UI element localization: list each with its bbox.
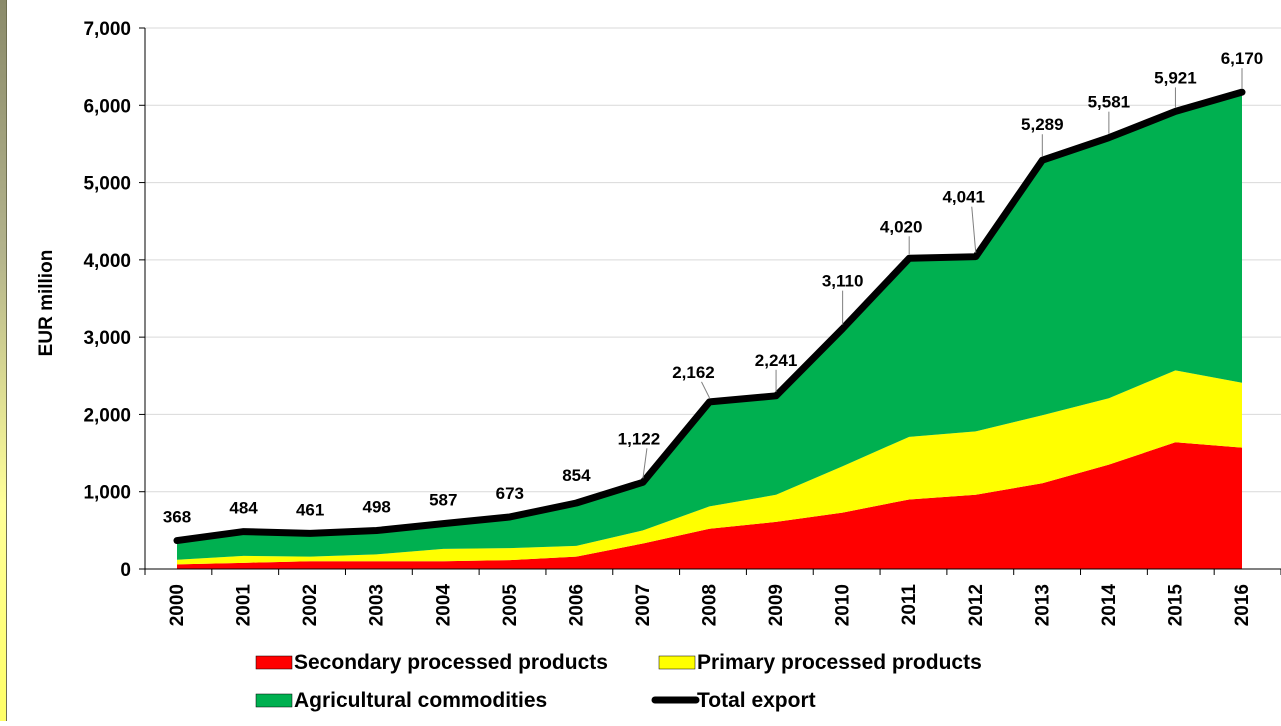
- secondary-processed-products-area: [177, 442, 1242, 569]
- slide-left-band-edge: [6, 0, 7, 721]
- y-tick-label: 2,000: [83, 405, 131, 426]
- data-label: 673: [496, 484, 524, 503]
- data-label: 6,170: [1221, 49, 1264, 68]
- x-tick-label: 2003: [367, 584, 388, 626]
- primary-processed-products-legend-swatch: [658, 655, 696, 670]
- data-label-leader: [701, 381, 710, 399]
- slide-left-band: [0, 0, 6, 721]
- data-label: 498: [363, 498, 391, 517]
- data-labels: 368 484 461 498 587 673 854 1,122 2,162 2,241 3,11…: [163, 49, 1263, 526]
- data-label-leader: [642, 448, 648, 479]
- agricultural-commodities-area: [177, 92, 1242, 560]
- data-label: 461: [296, 500, 324, 519]
- x-tick-label: 2007: [633, 584, 654, 626]
- agricultural-commodities-legend-swatch: [255, 693, 293, 708]
- x-tick-label: 2008: [700, 584, 721, 626]
- x-tick-label: 2001: [234, 584, 255, 627]
- data-label: 5,289: [1021, 115, 1064, 134]
- total-export-line-layer: [173, 88, 1246, 545]
- x-tick-label: 2004: [433, 584, 454, 627]
- data-label: 484: [229, 499, 258, 518]
- agricultural-commodities-legend-label: Agricultural commodities: [294, 689, 547, 712]
- data-label: 2,162: [672, 363, 715, 382]
- x-tick-label: 2016: [1232, 584, 1253, 626]
- legend: Secondary processed products Primary proc…: [255, 651, 982, 712]
- data-label: 3,110: [822, 272, 864, 291]
- y-tick-label: 1,000: [83, 483, 131, 504]
- primary-processed-products-area: [177, 370, 1242, 565]
- y-tick-label: 0: [120, 560, 131, 581]
- data-label: 5,921: [1154, 68, 1197, 87]
- y-tick-label: 7,000: [83, 19, 131, 40]
- data-label: 4,041: [942, 188, 985, 207]
- y-tick-label: 4,000: [83, 251, 131, 272]
- x-tick-label: 2006: [566, 584, 587, 626]
- x-tick-label: 2013: [1032, 584, 1053, 626]
- x-tick-label: 2005: [500, 584, 521, 627]
- x-tick-label: 2002: [300, 584, 321, 626]
- x-tick-label: 2014: [1099, 584, 1120, 627]
- stacked-areas: [177, 92, 1242, 569]
- secondary-processed-products-legend-label: Secondary processed products: [294, 651, 608, 674]
- data-label: 587: [429, 491, 457, 510]
- primary-processed-products-legend-label: Primary processed products: [697, 651, 982, 674]
- secondary-processed-products-legend-swatch: [255, 655, 293, 670]
- data-label: 368: [163, 508, 191, 527]
- y-axis-title: EUR million: [36, 250, 57, 357]
- data-label: 1,122: [618, 429, 661, 448]
- x-tick-label: 2010: [833, 584, 854, 626]
- data-label: 5,581: [1088, 93, 1131, 112]
- x-tick-label: 2000: [167, 584, 188, 626]
- x-tick-label: 2011: [899, 584, 920, 626]
- x-tick-label: 2012: [966, 584, 987, 626]
- x-tick-label: 2015: [1165, 584, 1186, 627]
- data-label: 2,241: [755, 351, 798, 370]
- total-export-legend-label: Total export: [697, 689, 816, 712]
- data-label: 854: [562, 466, 591, 485]
- y-tick-label: 3,000: [83, 328, 131, 349]
- data-label-leader: [971, 206, 977, 253]
- x-tick-label: 2009: [766, 584, 787, 626]
- data-label: 4,020: [880, 217, 923, 236]
- y-tick-label: 6,000: [83, 96, 131, 117]
- total-export-line: [173, 88, 1246, 545]
- axes: 0 1,000 2,000 3,000 4,000 5,000 6,000 7,000 2000…: [83, 19, 1281, 626]
- y-tick-label: 5,000: [83, 174, 131, 195]
